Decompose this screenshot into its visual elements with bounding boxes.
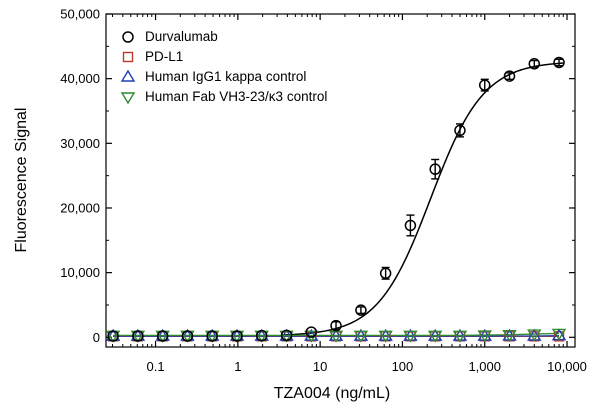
x-tick-label: 1,000 [468,359,501,374]
data-point-triangle-down [452,330,468,343]
data-point-circle [156,330,169,342]
data-point-triangle-down [477,330,492,343]
x-tick-label: 10,000 [547,359,587,374]
data-point-circle [379,267,392,280]
axes-layer: 0 10,000 20,000 30,000 40,000 50,000 0.1 1 10 100… [60,7,587,375]
x-tick-label: 0.1 [147,359,165,374]
data-point-circle [553,56,565,69]
x-tick-label: 1 [234,359,241,374]
data-point-triangle-down [403,330,418,343]
data-point-circle [478,79,491,91]
legend-label: Durvalumab [145,29,218,44]
data-point-circle [132,330,144,342]
x-axis-title: TZA004 (ng/mL) [274,385,390,402]
data-point-circle [255,329,268,342]
legend-marker-square [122,51,134,63]
marks-layer [105,56,567,343]
data-point-circle [330,319,342,332]
data-point-triangle-down [502,330,517,343]
data-point-triangle-down [279,330,294,343]
curve-layer [113,62,564,337]
data-point-circle [206,330,218,342]
y-axis-title: Fluorescence Signal [13,108,30,253]
data-point-circle [107,330,119,342]
legend-marker-triangle-up [120,69,136,82]
data-point-circle [503,70,516,82]
legend-label: Human IgG1 kappa control [145,69,306,84]
legend: Durvalumab PD-L1 Human IgG1 kappa control H… [120,29,327,105]
y-tick-label: 20,000 [60,200,100,215]
data-point-circle [181,330,194,342]
data-point-circle [280,329,293,342]
y-tick-label: 50,000 [60,7,100,22]
y-tick-label: 10,000 [60,265,100,280]
data-point-circle [404,219,417,232]
legend-label: Human Fab VH3-23/κ3 control [145,89,327,104]
data-point-triangle-down [551,328,567,341]
data-point-circle [305,326,318,338]
y-tick-label: 0 [93,330,100,345]
legend-marker-triangle-down [120,92,136,105]
data-point-circle [231,330,243,342]
baseline-line [113,332,560,337]
legend-marker-circle [122,31,134,43]
y-tick-label: 30,000 [60,136,100,151]
data-point-triangle-down [353,330,369,343]
plot-frame [105,13,576,348]
data-point-circle [528,58,541,70]
data-point-triangle-down [427,330,443,343]
data-point-circle [355,304,367,316]
data-point-triangle-down [527,329,542,342]
durvalumab-fit-curve [282,62,564,336]
y-tick-label: 40,000 [60,71,100,86]
data-point-circle [454,124,466,137]
x-tick-label: 100 [392,359,414,374]
data-point-circle [429,163,441,175]
x-tick-label: 10 [313,359,327,374]
legend-label: PD-L1 [145,49,183,64]
data-point-triangle-down [378,330,393,343]
